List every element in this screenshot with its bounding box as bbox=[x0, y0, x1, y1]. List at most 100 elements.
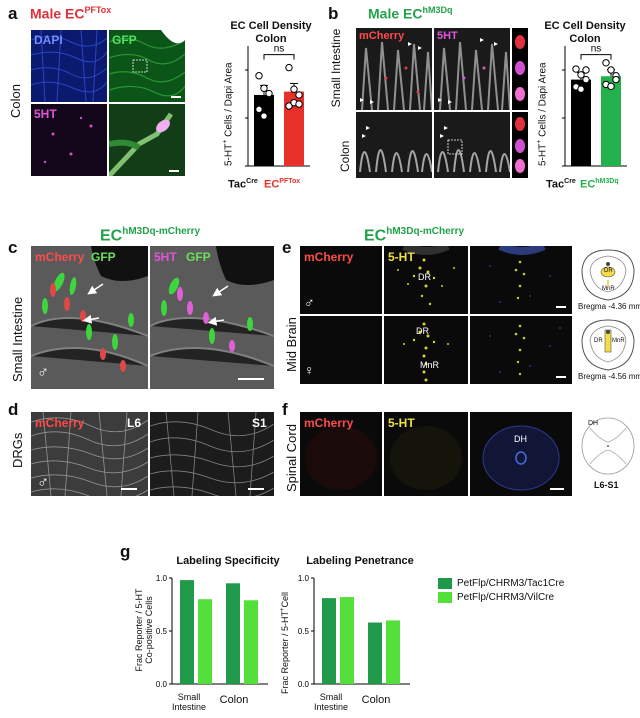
scale-bar bbox=[556, 376, 566, 378]
data-point bbox=[582, 66, 590, 74]
data-point bbox=[612, 75, 620, 84]
panel-a-gfp-image: GFP bbox=[109, 30, 185, 102]
stain-mcherry: mCherry bbox=[304, 416, 354, 430]
legend-label-vilcre: PetFlp/CHRM3/VilCre bbox=[457, 592, 555, 603]
stain-gfp: GFP bbox=[91, 250, 116, 264]
chart-a-cat1-text: Tac bbox=[228, 178, 247, 191]
bar bbox=[244, 600, 258, 684]
male-symbol: ♂ bbox=[304, 294, 315, 310]
legend-item-tac1cre: PetFlp/CHRM3/Tac1Cre bbox=[438, 578, 564, 589]
scale-bar bbox=[556, 306, 566, 308]
stain-mcherry: mCherry bbox=[304, 250, 354, 264]
panel-e-side-label: Mid Brain bbox=[284, 317, 299, 372]
chart-pen-cat-si-line2: Intestine bbox=[313, 702, 349, 712]
data-point bbox=[285, 102, 293, 110]
panel-label-f: f bbox=[282, 400, 288, 419]
sig-label: ns bbox=[274, 44, 285, 55]
stain-5ht: 5HT bbox=[34, 107, 57, 121]
level-label-l6: L6 bbox=[127, 416, 142, 430]
atlas-label-dr: DR bbox=[604, 268, 613, 274]
data-point bbox=[582, 75, 590, 84]
panel-a-side-label: Colon bbox=[8, 84, 23, 118]
panel-f-side-label: Spinal Cord bbox=[284, 424, 299, 492]
panel-label-a: a bbox=[8, 4, 18, 23]
stain-mcherry: mCherry bbox=[35, 250, 85, 264]
panel-d-image-s1: S1 bbox=[150, 412, 274, 496]
stain-5ht: 5HT bbox=[154, 250, 177, 264]
chart-b-title-line1: EC Cell Density bbox=[544, 20, 626, 32]
chart-pen-ylabel-pre: Frac Reporter / 5-HT bbox=[280, 610, 290, 694]
data-point bbox=[295, 100, 303, 108]
panel-f-merge: DH bbox=[470, 412, 572, 496]
atlas-label-dr: DR bbox=[594, 338, 603, 344]
chart-a-title-line2: Colon bbox=[255, 33, 287, 45]
chart-a-cat2-text: EC bbox=[264, 178, 280, 191]
bregma-label-top: Bregma -4.36 mm bbox=[578, 302, 640, 311]
chart-b-cat2-sup: hM3Dq bbox=[595, 178, 619, 185]
chart-g-legend: PetFlp/CHRM3/Tac1Cre PetFlp/CHRM3/VilCre bbox=[438, 578, 564, 603]
header-ec-hm3dq-c: EChM3Dq-mCherry bbox=[100, 226, 200, 245]
chart-pen-cat-si: Small Intestine bbox=[306, 692, 356, 712]
chart-pen-title: Labeling Penetrance bbox=[306, 555, 414, 567]
panel-e-atlas-bottom: DR MnR Bregma -4.56 mm bbox=[578, 316, 640, 384]
data-point bbox=[602, 59, 610, 67]
panel-e-top-merge bbox=[470, 246, 572, 314]
panel-e-atlas-top: DR MnR Bregma -4.36 mm bbox=[578, 246, 640, 314]
panel-label-e: e bbox=[282, 238, 292, 257]
panel-b-title: Male EChM3Dq bbox=[368, 5, 452, 22]
sig-label: ns bbox=[591, 44, 602, 55]
bar bbox=[601, 76, 621, 166]
panel-a-title-sup: PFTox bbox=[84, 5, 112, 15]
header-ec-hm3dq-e: EChM3Dq-mCherry bbox=[364, 226, 464, 245]
chart-a-cat1: TacCre bbox=[228, 178, 258, 191]
panel-label-b: b bbox=[328, 4, 339, 23]
chart-spec-cat-si-line1: Small bbox=[177, 692, 201, 702]
scale-bar bbox=[169, 170, 179, 172]
data-point bbox=[260, 112, 268, 120]
chart-b-cat2: EChM3Dq bbox=[580, 178, 619, 191]
chart-b-plot: ns bbox=[562, 44, 627, 167]
panel-e-top-5ht: 5-HT DR bbox=[384, 246, 468, 314]
chart-spec-ylabel-line1: Frac Reporter / 5-HT bbox=[134, 588, 144, 672]
panel-a-title: Male ECPFTox bbox=[30, 5, 111, 22]
bar bbox=[340, 597, 354, 684]
panel-label-c: c bbox=[8, 238, 18, 257]
data-point bbox=[255, 105, 263, 114]
data-point bbox=[572, 65, 580, 73]
atlas-label-mnr: MnR bbox=[602, 286, 615, 292]
female-symbol: ♀ bbox=[304, 362, 315, 378]
panel-e-bottom-merge bbox=[470, 316, 572, 384]
panel-b-title-sup: hM3Dq bbox=[422, 5, 453, 15]
data-point bbox=[295, 91, 303, 99]
chart-a-plot: ns bbox=[245, 44, 310, 167]
panel-label-g: g bbox=[120, 542, 131, 561]
panel-e-top-mcherry: mCherry ♂ bbox=[300, 246, 382, 314]
stain-5ht: 5-HT bbox=[388, 416, 415, 430]
data-point bbox=[255, 72, 263, 80]
data-point bbox=[260, 84, 268, 92]
atlas-label-dh: DH bbox=[588, 420, 599, 427]
chart-pen-cat-si-line1: Small bbox=[319, 692, 343, 702]
stain-gfp: GFP bbox=[112, 33, 137, 47]
chart-spec-cat-colon: Colon bbox=[219, 694, 249, 706]
bar bbox=[284, 91, 304, 166]
bar bbox=[180, 580, 194, 684]
stain-5ht: 5HT bbox=[437, 30, 458, 42]
data-point bbox=[577, 85, 585, 93]
stain-5ht: 5-HT bbox=[388, 250, 415, 264]
chart-a-cat1-sup: Cre bbox=[246, 178, 258, 185]
chart-b-cat1: TacCre bbox=[546, 178, 576, 191]
sig-bracket bbox=[580, 54, 612, 60]
level-label-s1: S1 bbox=[252, 416, 267, 430]
legend-swatch-dark bbox=[438, 578, 452, 589]
panel-f-atlas: DH L6-S1 bbox=[580, 412, 636, 496]
legend-swatch-light bbox=[438, 592, 452, 603]
atlas-label-mnr: MnR bbox=[612, 338, 625, 344]
chart-pen-ylabel: Frac Reporter / 5-HT+Cell bbox=[280, 591, 290, 694]
chart-spec-cat-si-line2: Intestine bbox=[171, 702, 207, 712]
sig-bracket bbox=[263, 54, 295, 60]
chart-pen-cat-colon: Colon bbox=[361, 694, 391, 706]
panel-f-5ht: 5-HT bbox=[384, 412, 468, 496]
panel-b-colon-mcherry-image bbox=[356, 112, 432, 178]
panel-c-side-label: Small Intestine bbox=[10, 296, 25, 382]
